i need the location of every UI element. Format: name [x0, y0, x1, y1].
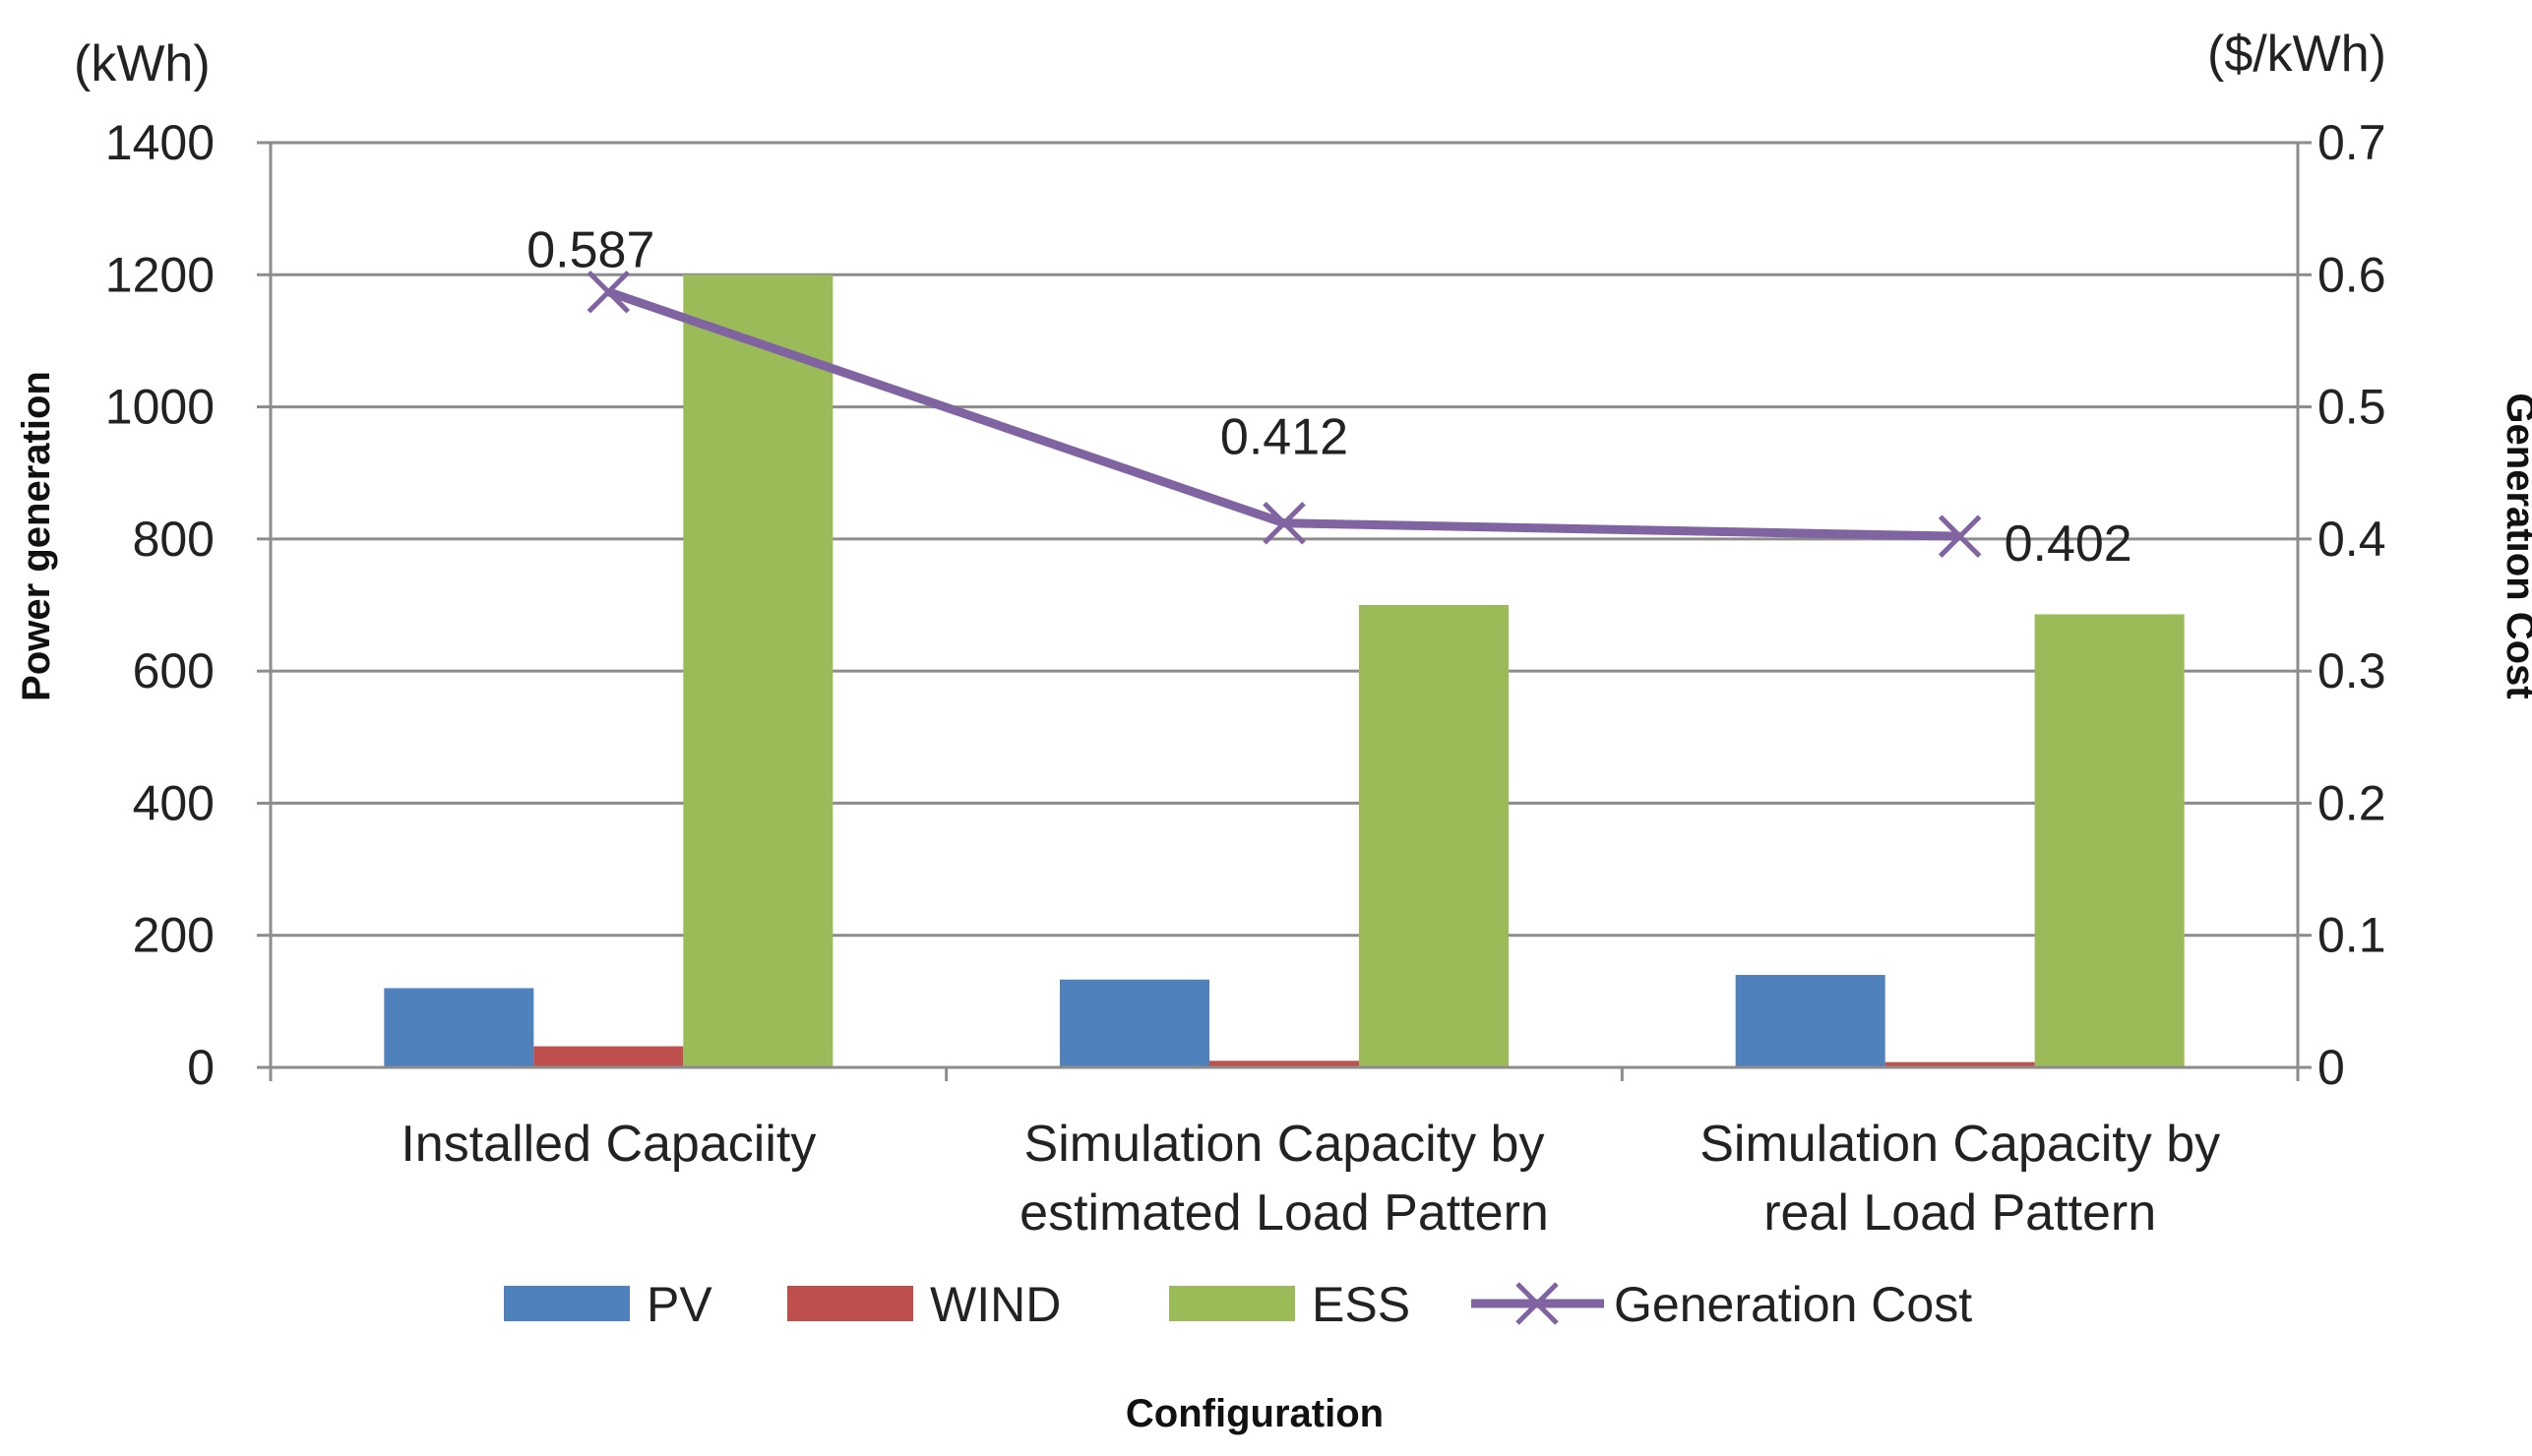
- data-label: 0.402: [2005, 516, 2132, 573]
- left-tick-label: 800: [133, 512, 215, 567]
- x-axis-title: Configuration: [1126, 1392, 1384, 1435]
- left-tick-label: 0: [187, 1040, 215, 1095]
- right-tick-label: 0.4: [2317, 512, 2386, 567]
- legend-label: WIND: [930, 1277, 1061, 1332]
- category-label: real Load Pattern: [1763, 1184, 2156, 1242]
- cost-line: [587, 270, 1982, 558]
- legend-item: WIND: [787, 1277, 1061, 1332]
- category-label: Installed Capaciity: [401, 1116, 816, 1173]
- marker-stroke: [1263, 501, 1306, 545]
- left-tick-label: 600: [133, 643, 215, 698]
- legend: PV WIND ESS Generation Cost: [504, 1277, 1972, 1332]
- labels: (kWh) ($/kWh) Power generation Generatio…: [15, 26, 2532, 1435]
- right-tick-label: 0.7: [2317, 115, 2386, 170]
- bar-ess: [683, 274, 834, 1067]
- bars: [384, 274, 2185, 1067]
- bar-pv: [1735, 975, 1885, 1067]
- left-tick-label: 200: [133, 908, 215, 963]
- legend-marker: [1515, 1282, 1559, 1325]
- right-tick-label: 0.3: [2317, 643, 2386, 698]
- bar-pv: [384, 988, 534, 1067]
- right-tick-label: 0.5: [2317, 380, 2386, 435]
- bar-wind: [1884, 1062, 2035, 1067]
- category-label: Simulation Capacity by: [1024, 1116, 1545, 1173]
- left-tick-label: 1400: [105, 115, 215, 170]
- left-axis-title: Power generation: [15, 371, 58, 701]
- left-axis-unit: (kWh): [74, 35, 211, 92]
- legend-item: Generation Cost: [1471, 1277, 1972, 1332]
- category-label: Simulation Capacity by: [1699, 1116, 2220, 1173]
- bar-pv: [1060, 979, 1209, 1067]
- right-tick-label: 0.6: [2317, 247, 2386, 302]
- right-axis-unit: ($/kWh): [2207, 26, 2386, 83]
- legend-swatch: [1169, 1286, 1295, 1321]
- data-label: 0.412: [1220, 409, 1348, 466]
- right-tick-label: 0.1: [2317, 908, 2386, 963]
- right-axis-title: Generation Cost: [2499, 393, 2532, 698]
- bar-wind: [533, 1046, 684, 1067]
- marker-stroke: [587, 270, 631, 314]
- bar-ess: [2034, 614, 2185, 1067]
- bar-wind: [1209, 1061, 1359, 1067]
- axes: [257, 141, 2312, 1081]
- right-tick-label: 0: [2317, 1040, 2345, 1095]
- legend-label: ESS: [1312, 1277, 1410, 1332]
- cost-marker: [1938, 515, 1982, 558]
- data-label: 0.587: [526, 222, 654, 279]
- bar-ess: [1359, 605, 1509, 1067]
- left-tick-label: 400: [133, 775, 215, 830]
- cost-marker: [587, 270, 631, 314]
- category-label: estimated Load Pattern: [1019, 1184, 1549, 1242]
- legend-label: Generation Cost: [1614, 1277, 1972, 1332]
- right-tick-label: 0.2: [2317, 775, 2386, 830]
- left-tick-label: 1200: [105, 247, 215, 302]
- legend-label: PV: [647, 1277, 712, 1332]
- legend-item: ESS: [1169, 1277, 1410, 1332]
- gridlines: [271, 141, 2298, 938]
- legend-item: PV: [504, 1277, 712, 1332]
- marker-stroke: [1938, 515, 1982, 558]
- cost-marker: [1263, 501, 1306, 545]
- legend-swatch: [504, 1286, 630, 1321]
- left-tick-label: 1000: [105, 380, 215, 435]
- legend-swatch: [787, 1286, 913, 1321]
